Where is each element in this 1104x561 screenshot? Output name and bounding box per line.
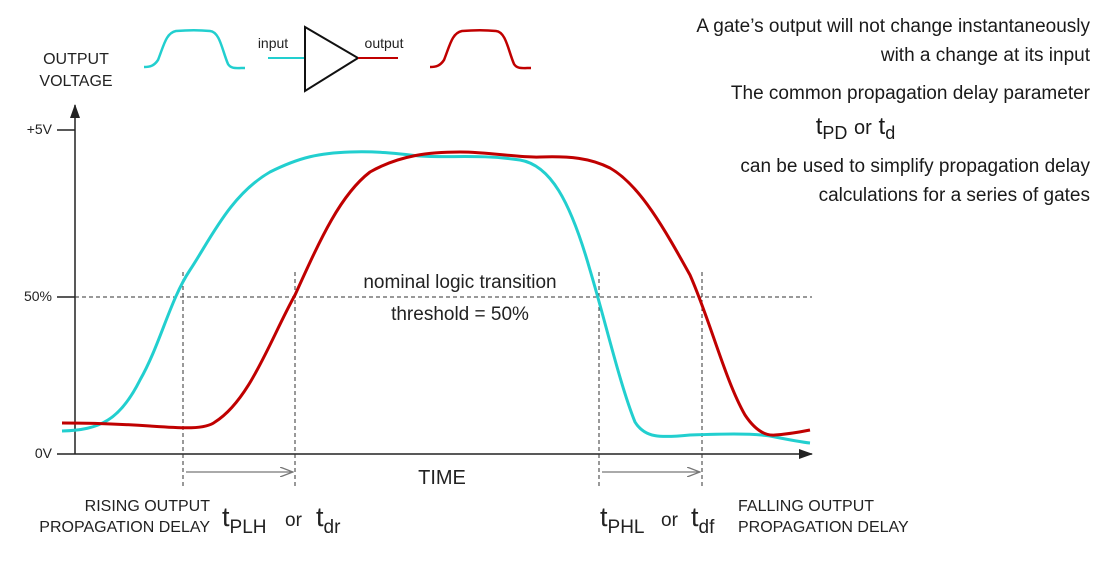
tpd-parameter: tPD or td — [815, 113, 896, 143]
explanation-block-top: A gate’s output will not change instanta… — [696, 12, 1090, 70]
gate-input-label: input — [258, 35, 288, 51]
output-waveform — [61, 150, 811, 437]
rising-caption-line2: PROPAGATION DELAY — [39, 519, 210, 536]
gate-output-label: output — [365, 35, 404, 51]
tick-mid-label: 50% — [24, 288, 52, 304]
y-axis-title-line1: OUTPUT — [43, 51, 109, 68]
falling-caption-line2: PROPAGATION DELAY — [738, 519, 909, 536]
tick-top-label: +5V — [27, 121, 53, 137]
explanation-line3: The common propagation delay parameter — [730, 83, 1090, 104]
explanation-line4: can be used to simplify propagation dela… — [740, 156, 1090, 177]
x-axis-label: TIME — [418, 467, 466, 489]
threshold-label-line1: nominal logic transition — [363, 272, 556, 293]
explanation-line2: with a change at its input — [880, 45, 1090, 66]
t-plh-symbol: tPLH — [222, 502, 266, 538]
explanation-line5: calculations for a series of gates — [818, 185, 1090, 206]
t-dr-symbol: tdr — [316, 502, 341, 538]
output-pulse-icon — [429, 29, 532, 70]
y-axis-title-line2: VOLTAGE — [39, 73, 112, 90]
input-waveform — [61, 150, 811, 445]
threshold-label-line2: threshold = 50% — [391, 304, 529, 325]
t-phl-symbol: tPHL — [600, 502, 644, 538]
falling-or: or — [661, 510, 679, 531]
falling-caption-line1: FALLING OUTPUT — [738, 498, 874, 515]
explanation-block-bottom: The common propagation delay parameter t… — [731, 79, 1090, 210]
buffer-gate-icon — [304, 25, 360, 93]
t-df-symbol: tdf — [691, 502, 715, 538]
explanation-line1: A gate’s output will not change instanta… — [696, 16, 1090, 37]
rising-caption-line1: RISING OUTPUT — [85, 498, 211, 515]
input-pulse-icon — [143, 29, 246, 70]
tick-bottom-label: 0V — [35, 445, 53, 461]
rising-or: or — [285, 510, 303, 531]
